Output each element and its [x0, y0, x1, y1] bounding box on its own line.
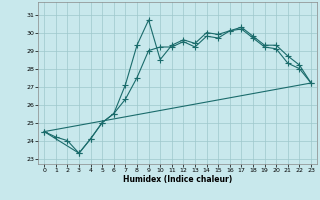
X-axis label: Humidex (Indice chaleur): Humidex (Indice chaleur) — [123, 175, 232, 184]
